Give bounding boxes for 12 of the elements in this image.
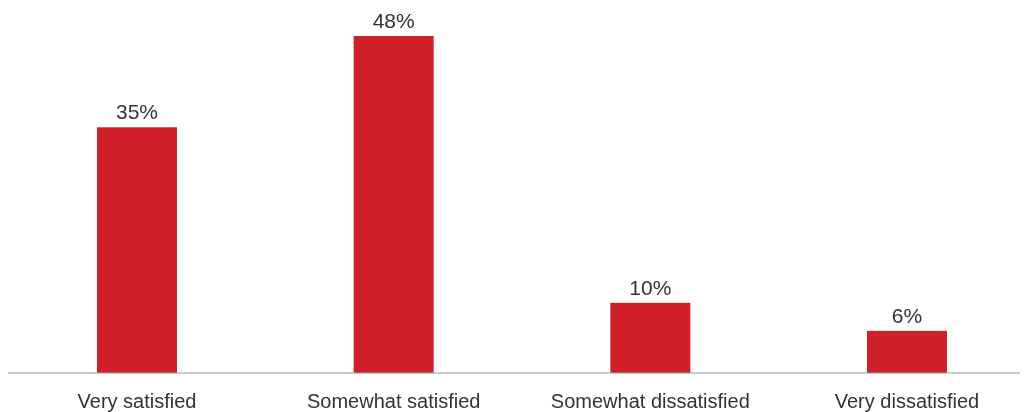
x-tick-label: Somewhat dissatisfied (550, 390, 750, 412)
bar (353, 36, 434, 373)
bar (97, 127, 177, 373)
x-tick-label: Very satisfied (77, 390, 197, 412)
data-label: 6% (891, 303, 923, 327)
bar (610, 302, 691, 373)
bar (867, 330, 947, 373)
data-label: 35% (115, 100, 159, 124)
x-tick-label: Very dissatisfied (834, 390, 980, 412)
x-tick-label: Somewhat satisfied (306, 390, 481, 412)
data-label: 10% (629, 275, 672, 299)
data-label: 48% (372, 9, 415, 32)
